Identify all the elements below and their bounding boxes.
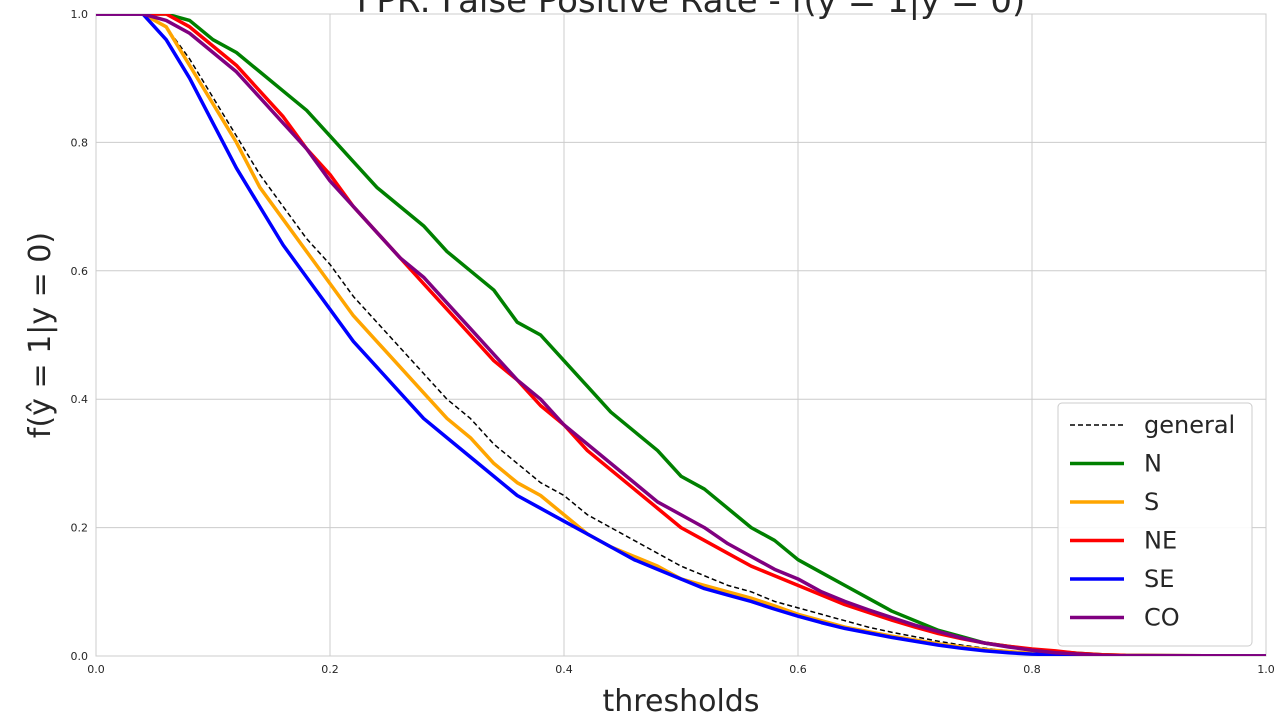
y-tick-label: 0.4 — [71, 393, 89, 406]
y-tick-label: 0.2 — [71, 522, 89, 535]
series-line-se — [96, 14, 1266, 656]
legend-label-general: general — [1144, 411, 1235, 439]
y-tick-label: 0.0 — [71, 650, 89, 663]
legend-label-s: S — [1144, 488, 1159, 516]
y-tick-label: 0.6 — [71, 265, 89, 278]
series-layer — [96, 14, 1266, 656]
legend-label-co: CO — [1144, 604, 1180, 632]
legend-label-se: SE — [1144, 565, 1174, 593]
y-tick-labels: 0.0 0.2 0.4 0.6 0.8 1.0 — [71, 8, 89, 663]
x-tick-label: 1.0 — [1257, 663, 1274, 676]
legend-label-ne: NE — [1144, 527, 1177, 555]
x-tick-label: 0.2 — [321, 663, 339, 676]
plot-frame — [95, 13, 1267, 657]
x-tick-labels: 0.0 0.2 0.4 0.6 0.8 1.0 — [87, 663, 1274, 676]
legend: general NS NE SE CO — [1057, 402, 1253, 647]
chart-title: FPR: False Positive Rate - f(ŷ = 1|y = 0… — [357, 0, 1025, 21]
y-tick-label: 0.8 — [71, 136, 89, 149]
y-axis-title: f(ŷ = 1|y = 0) — [23, 232, 58, 438]
legend-label-n: N — [1144, 450, 1162, 478]
x-tick-label: 0.4 — [555, 663, 573, 676]
x-tick-label: 0.0 — [87, 663, 105, 676]
y-tick-label: 1.0 — [71, 8, 89, 21]
x-tick-label: 0.6 — [789, 663, 807, 676]
x-tick-label: 0.8 — [1023, 663, 1041, 676]
series-line-co — [96, 14, 1266, 656]
x-axis-title: thresholds — [603, 684, 760, 717]
